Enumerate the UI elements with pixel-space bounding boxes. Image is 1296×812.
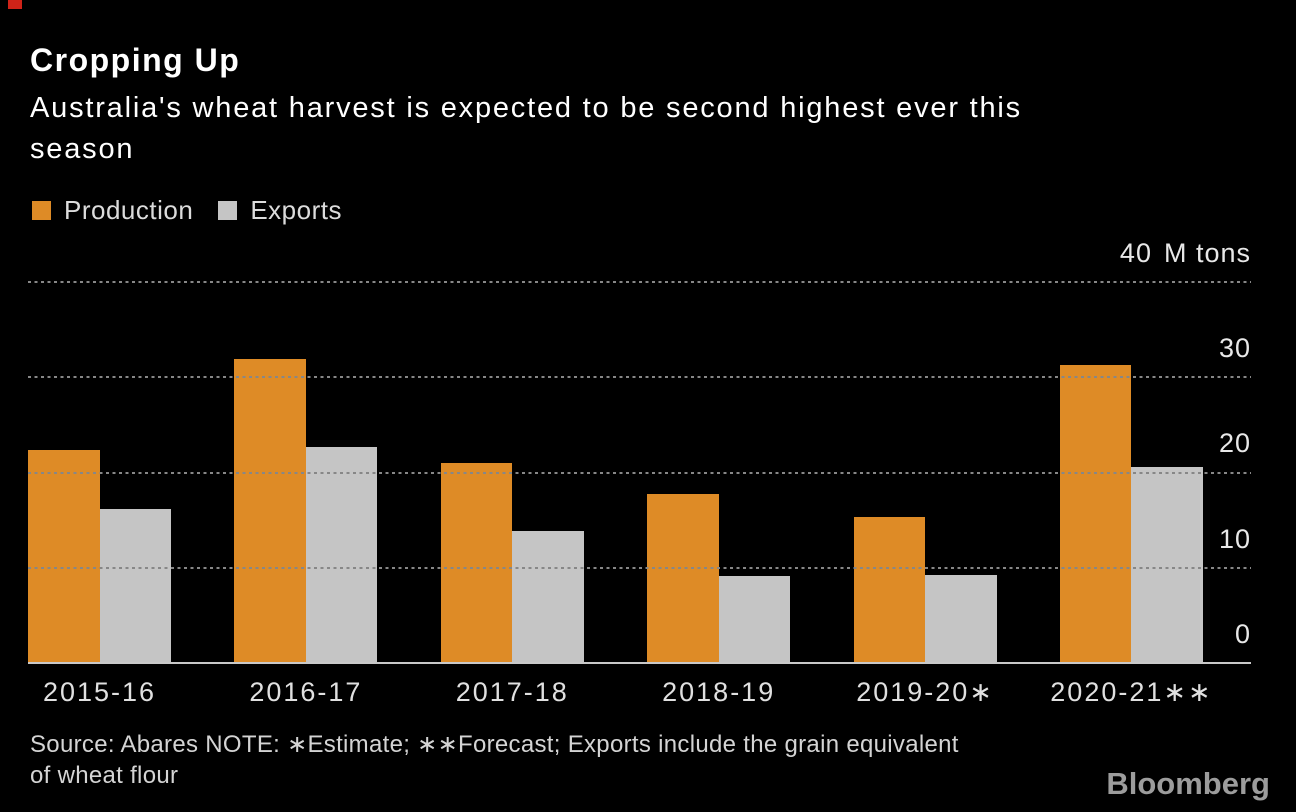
gridline-10 [28, 567, 1251, 569]
y-tick-label-10: 10 [1219, 526, 1251, 553]
bar-group-2020-21 [1059, 364, 1203, 662]
bar-group-2015-16 [28, 449, 171, 662]
bloomberg-logo: Bloomberg [1106, 766, 1270, 801]
bars-container [28, 281, 1251, 662]
x-tick-label: 2020-21∗∗ [1050, 677, 1213, 707]
gridline-20 [28, 472, 1251, 474]
legend: Production Exports [32, 195, 342, 226]
production-bar [234, 359, 306, 662]
exports-bar [512, 530, 584, 662]
y-tick-value: 30 [1218, 333, 1251, 363]
source-note: Source: Abares NOTE: ∗Estimate; ∗∗Foreca… [30, 729, 959, 791]
exports-swatch-icon [218, 201, 238, 220]
chart-title: Cropping Up [30, 42, 241, 78]
production-bar [28, 449, 100, 662]
chart-subtitle-line1: Australia's wheat harvest is expected to… [30, 92, 1022, 124]
y-tick-label-0: 0 [1235, 621, 1251, 648]
legend-item-exports: Exports [218, 195, 342, 226]
exports-bar [718, 576, 791, 662]
legend-item-production: Production [32, 195, 193, 226]
x-tick-label: 2017-18 [455, 677, 569, 707]
y-tick-value: 20 [1218, 428, 1251, 458]
production-bar [647, 494, 719, 662]
x-tick-label: 2018-19 [662, 677, 776, 707]
production-bar [1059, 364, 1132, 662]
bar-group-2019-20 [853, 517, 997, 662]
production-swatch-icon [32, 201, 51, 220]
y-tick-value: 40 [1119, 238, 1152, 268]
bar-group-2018-19 [647, 494, 791, 662]
source-note-line2: of wheat flour [30, 762, 179, 789]
production-bar [853, 517, 926, 662]
production-bar [440, 462, 513, 662]
gridline-30 [28, 376, 1251, 378]
gridline-40 [28, 281, 1251, 283]
y-tick-value: 0 [1234, 619, 1251, 649]
bar-group-2016-17 [234, 359, 378, 662]
chart-subtitle: Australia's wheat harvest is expected to… [30, 88, 1022, 170]
y-tick-label-20: 20 [1219, 430, 1251, 457]
chart-area: 2015-16 2016-17 2017-18 2018-19 2019-20∗ 2020… [28, 240, 1251, 707]
y-tick-label-30: 30 [1219, 335, 1251, 362]
chart-subtitle-line2: season [30, 133, 135, 165]
x-tick-label: 2016-17 [249, 677, 363, 707]
x-axis-labels: 2015-16 2016-17 2017-18 2018-19 2019-20∗ 2020… [28, 677, 1251, 708]
exports-bar [925, 575, 997, 662]
exports-bar [99, 508, 171, 662]
exports-bar [305, 446, 378, 662]
legend-label-exports: Exports [250, 195, 342, 225]
bar-group-2017-18 [440, 462, 584, 662]
exports-bar [1131, 466, 1203, 662]
red-corner-marker [8, 0, 22, 9]
x-tick-label: 2019-20∗ [856, 677, 994, 707]
x-tick-label: 2015-16 [42, 677, 157, 707]
legend-label-production: Production [64, 195, 194, 225]
source-note-line1: Source: Abares NOTE: ∗Estimate; ∗∗Foreca… [30, 731, 959, 758]
y-tick-label-40: 40 M tons [1120, 240, 1251, 267]
y-axis-unit-label: M tons [1163, 238, 1251, 268]
y-tick-value: 10 [1218, 524, 1251, 554]
